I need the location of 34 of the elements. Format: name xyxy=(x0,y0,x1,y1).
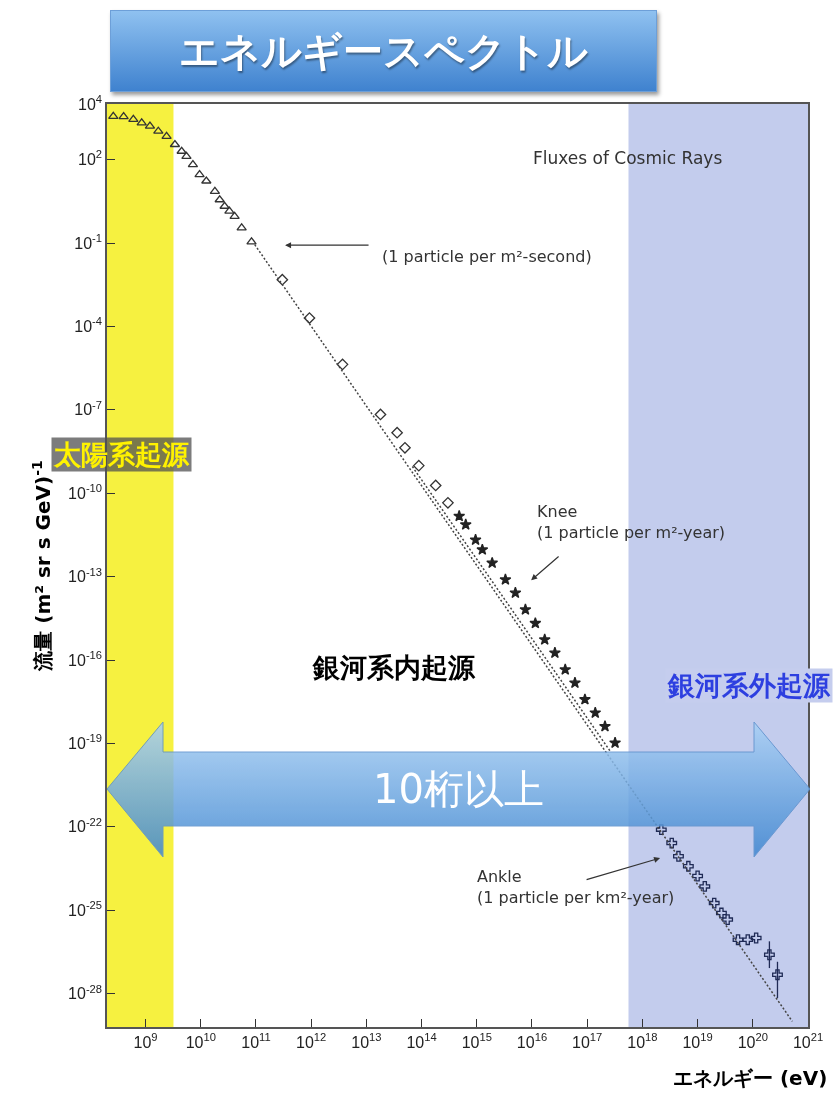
y-tick-label: 10$^{-28}$ xyxy=(68,982,103,1003)
y-tick-label: 10$^{-4}$ xyxy=(74,315,103,336)
x-axis-title: エネルギー (eV) xyxy=(673,1066,828,1090)
x-tick-label: 10$^{13}$ xyxy=(351,1031,382,1051)
band-label: 太陽系起源 xyxy=(53,439,190,470)
annotation: Ankle (1 particle per km²-year) xyxy=(477,867,675,907)
y-tick-label: 10$^{-22}$ xyxy=(68,815,103,836)
x-tick-label: 10$^{12}$ xyxy=(296,1031,327,1051)
x-tick-label: 10$^{9}$ xyxy=(133,1031,158,1051)
chart-title: エネルギースペクトル xyxy=(110,10,657,92)
x-tick-label: 10$^{15}$ xyxy=(461,1031,492,1051)
y-tick-label: 10$^{-1}$ xyxy=(74,231,103,252)
x-tick-label: 10$^{20}$ xyxy=(737,1031,768,1051)
x-tick-label: 10$^{16}$ xyxy=(516,1031,548,1051)
x-tick-label: 10$^{14}$ xyxy=(406,1031,437,1051)
y-tick-label: 10$^{-13}$ xyxy=(68,565,103,586)
y-tick-label: 10$^{2}$ xyxy=(78,148,103,169)
x-tick-label: 10$^{10}$ xyxy=(185,1031,216,1051)
x-tick-label: 10$^{17}$ xyxy=(572,1031,603,1051)
annotation: Knee (1 particle per m²-year) xyxy=(537,502,726,542)
annotation: 銀河系内起源 xyxy=(312,652,476,683)
annotation: (1 particle per m²-second) xyxy=(382,247,592,266)
annotation: Fluxes of Cosmic Rays xyxy=(533,148,723,168)
y-tick-label: 10$^{-25}$ xyxy=(68,899,103,919)
x-tick-label: 10$^{21}$ xyxy=(792,1031,824,1051)
band-label: 銀河系外起源 xyxy=(667,670,831,701)
y-tick-label: 10$^{-10}$ xyxy=(68,482,103,502)
x-tick-label: 10$^{18}$ xyxy=(627,1031,658,1051)
y-tick-label: 10$^{4}$ xyxy=(78,92,103,113)
x-tick-label: 10$^{11}$ xyxy=(241,1031,271,1051)
y-tick-label: 10$^{-19}$ xyxy=(68,732,103,753)
y-tick-label: 10$^{-16}$ xyxy=(68,648,103,669)
y-tick-label: 10$^{-7}$ xyxy=(74,398,103,419)
x-tick-label: 10$^{19}$ xyxy=(682,1031,713,1051)
